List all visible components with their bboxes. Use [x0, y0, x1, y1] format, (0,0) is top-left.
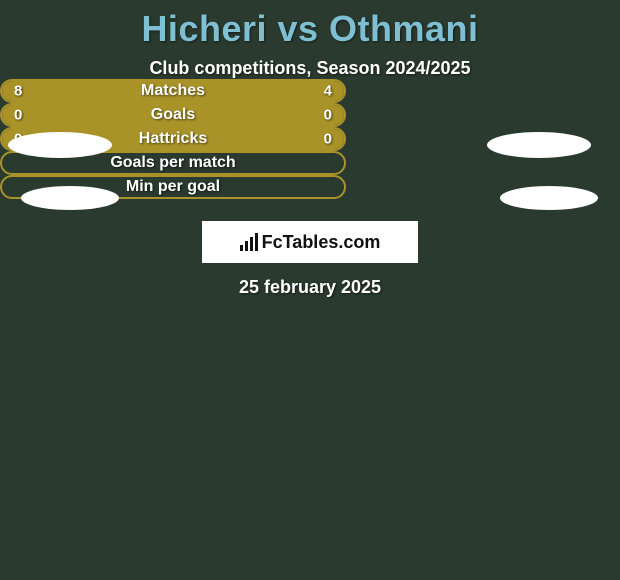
stat-label: Goals	[151, 106, 195, 124]
stat-bar: 0 0 Goals	[0, 103, 346, 127]
decorative-ellipse	[487, 132, 591, 158]
page-title: Hicheri vs Othmani	[0, 8, 620, 50]
footer-date: 25 february 2025	[0, 277, 620, 298]
stat-label: Min per goal	[126, 178, 220, 196]
decorative-ellipse	[500, 186, 598, 210]
decorative-ellipse	[8, 132, 112, 158]
stat-label: Goals per match	[110, 154, 235, 172]
stat-label: Matches	[141, 82, 205, 100]
fctables-logo: FcTables.com	[202, 221, 418, 263]
logo-text: FcTables.com	[262, 232, 381, 253]
page-subtitle: Club competitions, Season 2024/2025	[0, 58, 620, 79]
stat-right-value: 0	[324, 107, 332, 124]
stat-left-value: 0	[14, 107, 22, 124]
stat-right-value: 0	[324, 131, 332, 148]
stat-label: Hattricks	[139, 130, 207, 148]
stat-right-value: 4	[324, 83, 332, 100]
chart-bars-icon	[240, 233, 258, 251]
stat-bar: 8 4 Matches	[0, 79, 346, 103]
root: Hicheri vs Othmani Club competitions, Se…	[0, 8, 620, 580]
stat-left-value: 8	[14, 83, 22, 100]
decorative-ellipse	[21, 186, 119, 210]
